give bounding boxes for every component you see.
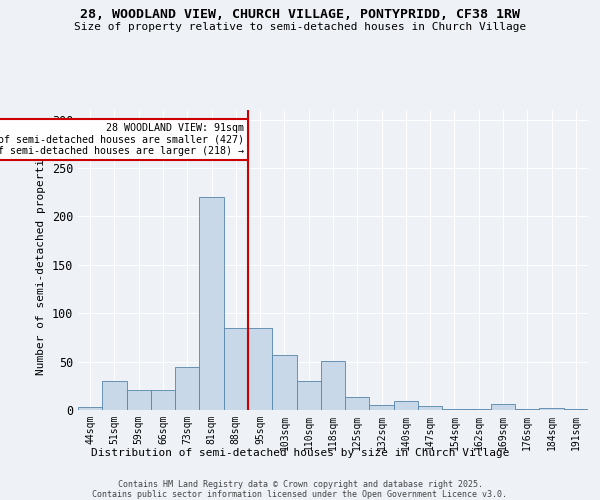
Bar <box>224 328 248 410</box>
Text: Size of property relative to semi-detached houses in Church Village: Size of property relative to semi-detach… <box>74 22 526 32</box>
Bar <box>296 381 321 410</box>
Bar <box>151 390 175 410</box>
Bar <box>272 355 296 410</box>
Bar <box>491 404 515 410</box>
Bar <box>539 408 564 410</box>
Text: Distribution of semi-detached houses by size in Church Village: Distribution of semi-detached houses by … <box>91 448 509 458</box>
Bar <box>564 409 588 410</box>
Bar <box>418 406 442 410</box>
Bar <box>102 381 127 410</box>
Bar <box>370 405 394 410</box>
Bar <box>127 390 151 410</box>
Bar <box>199 197 224 410</box>
Y-axis label: Number of semi-detached properties: Number of semi-detached properties <box>36 145 46 375</box>
Bar <box>394 402 418 410</box>
Text: 28 WOODLAND VIEW: 91sqm
← 65% of semi-detached houses are smaller (427)
33% of s: 28 WOODLAND VIEW: 91sqm ← 65% of semi-de… <box>0 122 244 156</box>
Bar <box>321 360 345 410</box>
Bar <box>467 409 491 410</box>
Bar <box>515 409 539 410</box>
Text: Contains HM Land Registry data © Crown copyright and database right 2025.
Contai: Contains HM Land Registry data © Crown c… <box>92 480 508 499</box>
Bar <box>175 368 199 410</box>
Bar <box>78 407 102 410</box>
Bar <box>442 409 467 410</box>
Bar <box>345 398 370 410</box>
Bar <box>248 328 272 410</box>
Text: 28, WOODLAND VIEW, CHURCH VILLAGE, PONTYPRIDD, CF38 1RW: 28, WOODLAND VIEW, CHURCH VILLAGE, PONTY… <box>80 8 520 20</box>
